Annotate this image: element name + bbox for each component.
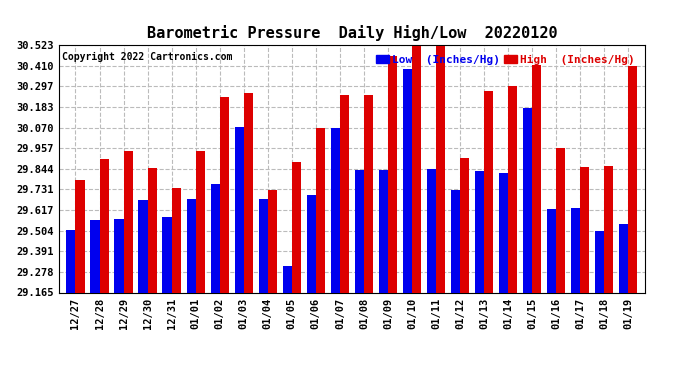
Bar [196, 151, 205, 292]
Bar [259, 199, 268, 292]
Bar [75, 180, 85, 292]
Bar [148, 168, 157, 292]
Bar [90, 220, 99, 292]
Bar [210, 184, 219, 292]
Bar [162, 217, 172, 292]
Bar [580, 167, 589, 292]
Bar [412, 46, 421, 292]
Bar [629, 66, 638, 292]
Bar [124, 151, 132, 292]
Bar [355, 170, 364, 292]
Bar [388, 57, 397, 292]
Bar [484, 91, 493, 292]
Bar [292, 162, 301, 292]
Legend: Low  (Inches/Hg), High  (Inches/Hg): Low (Inches/Hg), High (Inches/Hg) [371, 51, 640, 69]
Bar [499, 173, 508, 292]
Bar [115, 219, 124, 292]
Bar [139, 201, 148, 292]
Bar [307, 195, 316, 292]
Bar [475, 171, 484, 292]
Bar [556, 148, 565, 292]
Bar [460, 158, 469, 292]
Bar [66, 230, 75, 292]
Bar [219, 97, 229, 292]
Bar [604, 166, 613, 292]
Bar [547, 209, 556, 292]
Bar [316, 128, 325, 292]
Bar [571, 208, 580, 292]
Bar [244, 93, 253, 292]
Bar [268, 189, 277, 292]
Bar [451, 189, 460, 292]
Bar [403, 69, 412, 292]
Bar [364, 95, 373, 292]
Bar [283, 266, 292, 292]
Bar [532, 64, 542, 292]
Bar [99, 159, 108, 292]
Text: Copyright 2022 Cartronics.com: Copyright 2022 Cartronics.com [61, 53, 232, 63]
Bar [619, 224, 629, 292]
Bar [427, 170, 436, 292]
Bar [331, 128, 340, 292]
Bar [379, 170, 388, 292]
Bar [508, 86, 518, 292]
Bar [436, 46, 445, 292]
Title: Barometric Pressure  Daily High/Low  20220120: Barometric Pressure Daily High/Low 20220… [146, 25, 558, 41]
Bar [235, 127, 244, 292]
Bar [340, 95, 349, 292]
Bar [172, 188, 181, 292]
Bar [186, 199, 196, 292]
Bar [523, 108, 532, 292]
Bar [595, 231, 604, 292]
